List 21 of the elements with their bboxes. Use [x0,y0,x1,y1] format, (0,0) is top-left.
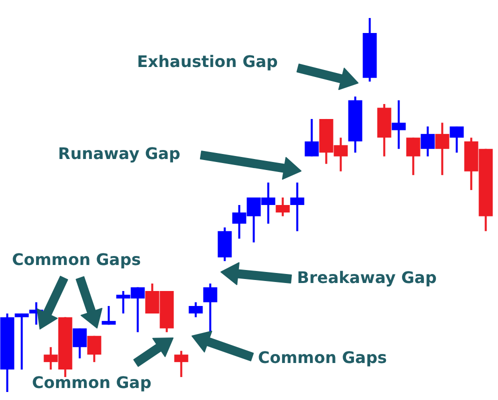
candlestick [435,122,450,176]
candlestick [14,312,29,371]
annotation: Exhaustion Gap [137,52,278,71]
annotation: Runaway Gap [58,144,180,163]
candlestick [450,125,464,154]
candlestick [290,182,304,232]
candlestick [174,350,188,378]
candlestick [276,196,290,218]
candlestick [392,99,406,150]
candlestick [102,304,116,326]
annotation: Breakaway Gap [297,268,437,287]
annotation: Common Gap [32,373,152,392]
candlestick [304,118,319,158]
candlestick [203,282,218,334]
annotation: Common Gaps [258,348,387,367]
annotation: Common Gaps [12,250,141,269]
candlestick [406,136,420,176]
candlestick [188,301,203,318]
candlestick [72,327,87,360]
candlestick [420,125,435,158]
candlestick [87,334,102,364]
